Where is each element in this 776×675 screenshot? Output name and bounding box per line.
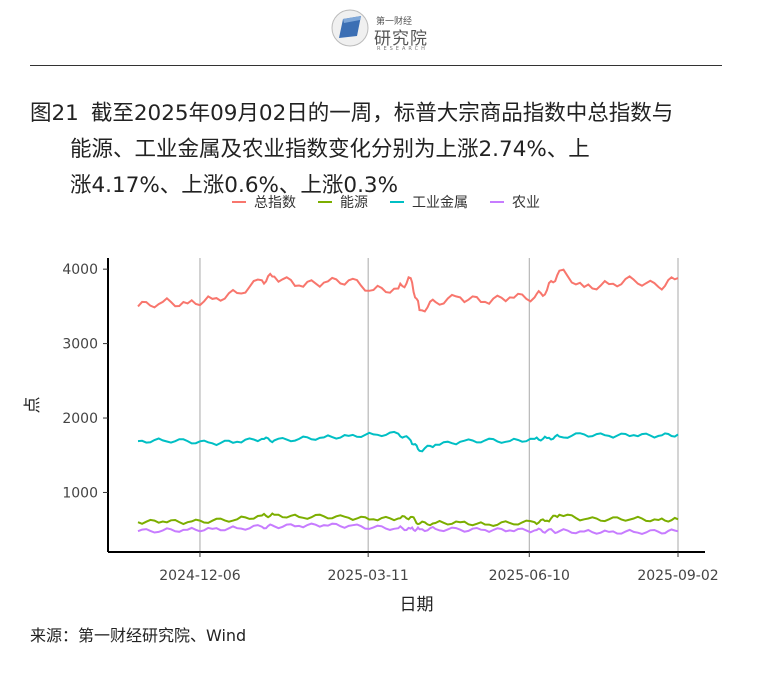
legend-item: 总指数: [232, 192, 296, 212]
series-line-4: [137, 522, 679, 535]
legend-swatch: [318, 201, 332, 203]
x-tick-label: 2024-12-06: [159, 568, 240, 584]
legend-label: 能源: [340, 195, 368, 211]
logo-mark-icon: [331, 9, 369, 47]
legend-label: 总指数: [254, 195, 296, 211]
y-tick-label: 1000: [62, 485, 98, 501]
y-axis-title: 点: [23, 397, 43, 414]
legend-label: 农业: [512, 195, 540, 211]
chart-legend: 总指数 能源 工业金属 农业: [232, 192, 562, 212]
title-text-1: 截至2025年09月02日的一周，标普大宗商品指数中总指数与: [90, 101, 674, 126]
line-chart: 1000 2000 3000 4000 2024-12-06 2025-03-11 2025…: [23, 258, 719, 615]
legend-swatch: [232, 201, 246, 203]
logo-sub-text: RESEARCH: [377, 46, 428, 52]
x-axis-title: 日期: [400, 595, 434, 615]
series-line-3: [137, 430, 679, 453]
source-note: 来源：第一财经研究院、Wind: [30, 626, 247, 645]
y-tick-label: 4000: [62, 262, 98, 278]
figure-title: 图21 截至2025年09月02日的一周，标普大宗商品指数中总指数与 能源、工业金…: [30, 96, 730, 204]
legend-item: 工业金属: [390, 192, 468, 212]
y-tick-label: 2000: [62, 411, 98, 427]
series-line-2: [137, 512, 679, 527]
figure-number: 图21: [30, 101, 79, 126]
legend-swatch: [490, 201, 504, 203]
legend-swatch: [390, 201, 404, 203]
legend-label: 工业金属: [412, 195, 468, 211]
x-tick-label: 2025-06-10: [489, 568, 570, 584]
logo-big-text: 研究院: [374, 29, 428, 49]
x-tick-label: 2025-09-02: [637, 568, 718, 584]
logo: 第一财经 研究院 RESEARCH: [330, 8, 440, 54]
legend-item: 农业: [490, 192, 540, 212]
series-line-1: [137, 268, 679, 313]
logo-small-text: 第一财经: [376, 17, 413, 27]
title-line-2: 能源、工业金属及农业指数变化分别为上涨2.74%、上: [70, 137, 590, 162]
title-line-1: 图21 截至2025年09月02日的一周，标普大宗商品指数中总指数与: [30, 96, 730, 132]
title-line-3: 涨4.17%、上涨0.6%、上涨0.3%: [70, 173, 399, 198]
x-tick-label: 2025-03-11: [327, 568, 408, 584]
y-tick-label: 3000: [62, 337, 98, 353]
legend-item: 能源: [318, 192, 368, 212]
header-divider: [30, 65, 722, 66]
